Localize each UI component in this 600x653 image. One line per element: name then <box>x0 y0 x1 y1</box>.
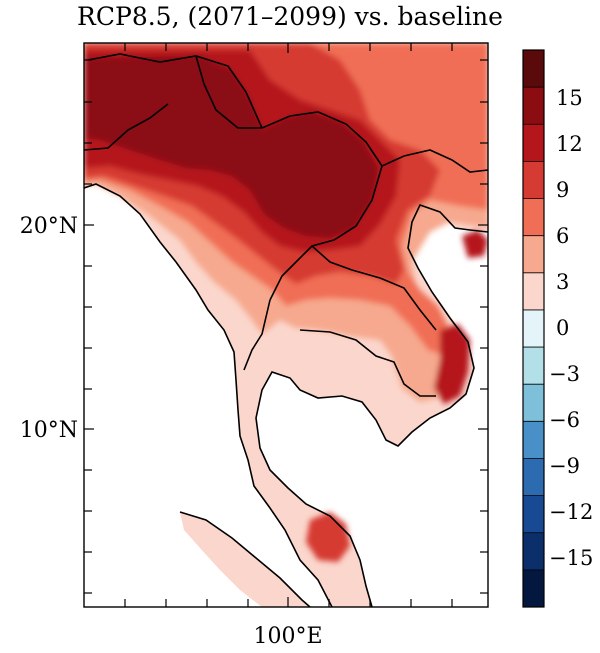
patch-18 <box>86 56 378 238</box>
colorbar-segment <box>523 384 544 422</box>
colorbar-segment <box>523 87 544 125</box>
colorbar-label: −15 <box>549 546 593 570</box>
colorbar <box>523 50 544 608</box>
colorbar-label: 3 <box>556 270 569 294</box>
colorbar-frame <box>522 49 545 608</box>
lat-label-20n: 20°N <box>20 214 78 239</box>
colorbar-segment <box>523 347 544 385</box>
lon-label-100e: 100°E <box>253 624 322 649</box>
map-frame <box>83 42 489 608</box>
colorbar-segment <box>523 235 544 274</box>
colorbar-segment <box>523 124 544 162</box>
country-borders <box>84 53 488 607</box>
colorbar-label: 12 <box>556 132 583 156</box>
colorbar-label: −12 <box>549 500 593 524</box>
patch-island-east <box>462 230 488 258</box>
colorbar-segment <box>523 309 544 348</box>
land-island <box>180 512 310 607</box>
colorbar-label: −3 <box>549 362 580 386</box>
colorbar-label: 0 <box>556 316 569 340</box>
colorbar-segment <box>523 161 544 200</box>
axis-ticks <box>84 43 488 607</box>
colorbar-label: −6 <box>549 408 580 432</box>
map-field <box>84 43 488 607</box>
colorbar-label: 15 <box>556 86 583 110</box>
map-title: RCP8.5, (2071–2099) vs. baseline <box>77 2 503 31</box>
colorbar-label: −9 <box>549 454 580 478</box>
patch-east-1 <box>434 324 470 404</box>
colorbar-segment <box>523 569 544 608</box>
colorbar-segment <box>523 458 544 497</box>
colorbar-label: 6 <box>556 224 569 248</box>
lat-label-10n: 10°N <box>20 418 78 443</box>
colorbar-label: 9 <box>556 178 569 202</box>
colorbar-segment <box>523 495 544 534</box>
colorbar-segment <box>523 532 544 571</box>
colorbar-segment <box>523 421 544 459</box>
colorbar-segment <box>523 50 544 88</box>
colorbar-segment <box>523 272 544 311</box>
colorbar-labels: 15 12 9 6 3 0 −3 −6 −9 −12 −15 <box>549 86 593 570</box>
colorbar-segment <box>523 198 544 237</box>
